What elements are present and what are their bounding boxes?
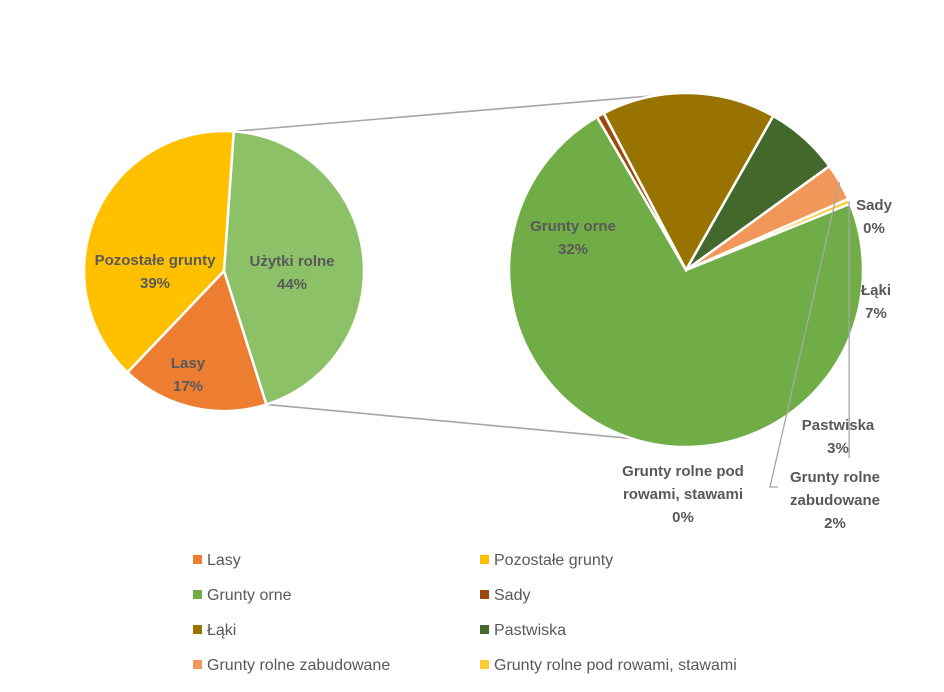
legend-item-grunty-orne: Grunty orne <box>193 587 292 604</box>
legend-item-sady: Sady <box>480 587 530 604</box>
data-label-line: zabudowane <box>790 492 880 509</box>
data-label-laki: Łąki 7% <box>861 282 891 322</box>
sec-slice-sady <box>595 111 688 271</box>
legend-item-pastwiska: Pastwiska <box>480 622 566 639</box>
leader-line-zabudowane <box>769 181 841 488</box>
data-label-pastwiska: Pastwiska 3% <box>802 417 875 457</box>
main-slice-pozostale-grunty <box>82 129 236 375</box>
sec-slice-grunty-orne <box>507 115 865 449</box>
legend-item-laki: Łąki <box>193 622 236 639</box>
connector-line-top <box>233 95 651 133</box>
data-label-grunty-rolne-pod-rowami-stawami: Grunty rolne pod rowami, stawami 0% <box>622 463 744 526</box>
data-label-line: 44% <box>277 276 307 293</box>
legend-swatch <box>193 555 202 564</box>
data-label-line: Grunty orne <box>530 218 616 235</box>
data-label-grunty-orne: Grunty orne 32% <box>530 218 616 258</box>
secondary-pie <box>507 91 865 449</box>
data-label-line: Lasy <box>171 355 206 372</box>
data-label-line: rowami, stawami <box>623 486 743 503</box>
data-label-line: 0% <box>863 220 885 237</box>
legend-item-grunty-rolne-pod-rowami-stawami: Grunty rolne pod rowami, stawami <box>480 657 737 674</box>
legend-swatch <box>193 625 202 634</box>
data-label-line: Łąki <box>861 282 891 299</box>
sec-slice-laki <box>601 91 775 273</box>
data-label-line: 17% <box>173 378 203 395</box>
legend-label: Lasy <box>207 552 241 569</box>
data-label-pozostale-grunty: Pozostałe grunty 39% <box>95 252 217 292</box>
main-pie <box>82 129 366 413</box>
legend-swatch <box>480 625 489 634</box>
legend: Lasy Pozostałe grunty Grunty orne Sady Łąki P… <box>193 552 737 674</box>
legend-label: Sady <box>494 587 530 604</box>
data-label-line: Pozostałe grunty <box>95 252 217 269</box>
legend-label: Grunty rolne pod rowami, stawami <box>494 657 737 674</box>
data-label-line: 39% <box>140 275 170 292</box>
legend-swatch <box>480 660 489 669</box>
data-label-line: 3% <box>827 440 849 457</box>
data-label-uzytki-rolne: Użytki rolne 44% <box>249 253 334 293</box>
data-label-line: Pastwiska <box>802 417 875 434</box>
data-label-lasy: Lasy 17% <box>171 355 206 395</box>
data-label-line: 2% <box>824 515 846 532</box>
legend-label: Łąki <box>207 622 236 639</box>
data-label-line: Grunty rolne pod <box>622 463 744 480</box>
leader-lines <box>769 181 850 488</box>
legend-item-grunty-rolne-zabudowane: Grunty rolne zabudowane <box>193 657 390 674</box>
data-label-grunty-rolne-zabudowane: Grunty rolne zabudowane 2% <box>790 469 880 532</box>
main-slice-lasy <box>125 268 268 413</box>
legend-item-pozostale-grunty: Pozostałe grunty <box>480 552 613 569</box>
data-label-line: Grunty rolne <box>790 469 880 486</box>
main-slice-uzytki-rolne <box>222 130 366 407</box>
data-label-line: 0% <box>672 509 694 526</box>
data-label-line: 7% <box>865 305 887 322</box>
legend-label: Grunty orne <box>207 587 292 604</box>
data-labels: Użytki rolne 44% Lasy 17% Pozostałe grunty 39… <box>95 197 893 532</box>
data-label-line: Użytki rolne <box>249 253 334 270</box>
legend-label: Pastwiska <box>494 622 566 639</box>
legend-label: Grunty rolne zabudowane <box>207 657 390 674</box>
legend-swatch <box>480 555 489 564</box>
data-label-line: Sady <box>856 197 893 214</box>
legend-swatch <box>193 660 202 669</box>
legend-item-lasy: Lasy <box>193 552 241 569</box>
data-label-sady: Sady 0% <box>856 197 893 237</box>
legend-swatch <box>193 590 202 599</box>
data-label-line: 32% <box>558 241 588 258</box>
legend-swatch <box>480 590 489 599</box>
legend-label: Pozostałe grunty <box>494 552 613 569</box>
